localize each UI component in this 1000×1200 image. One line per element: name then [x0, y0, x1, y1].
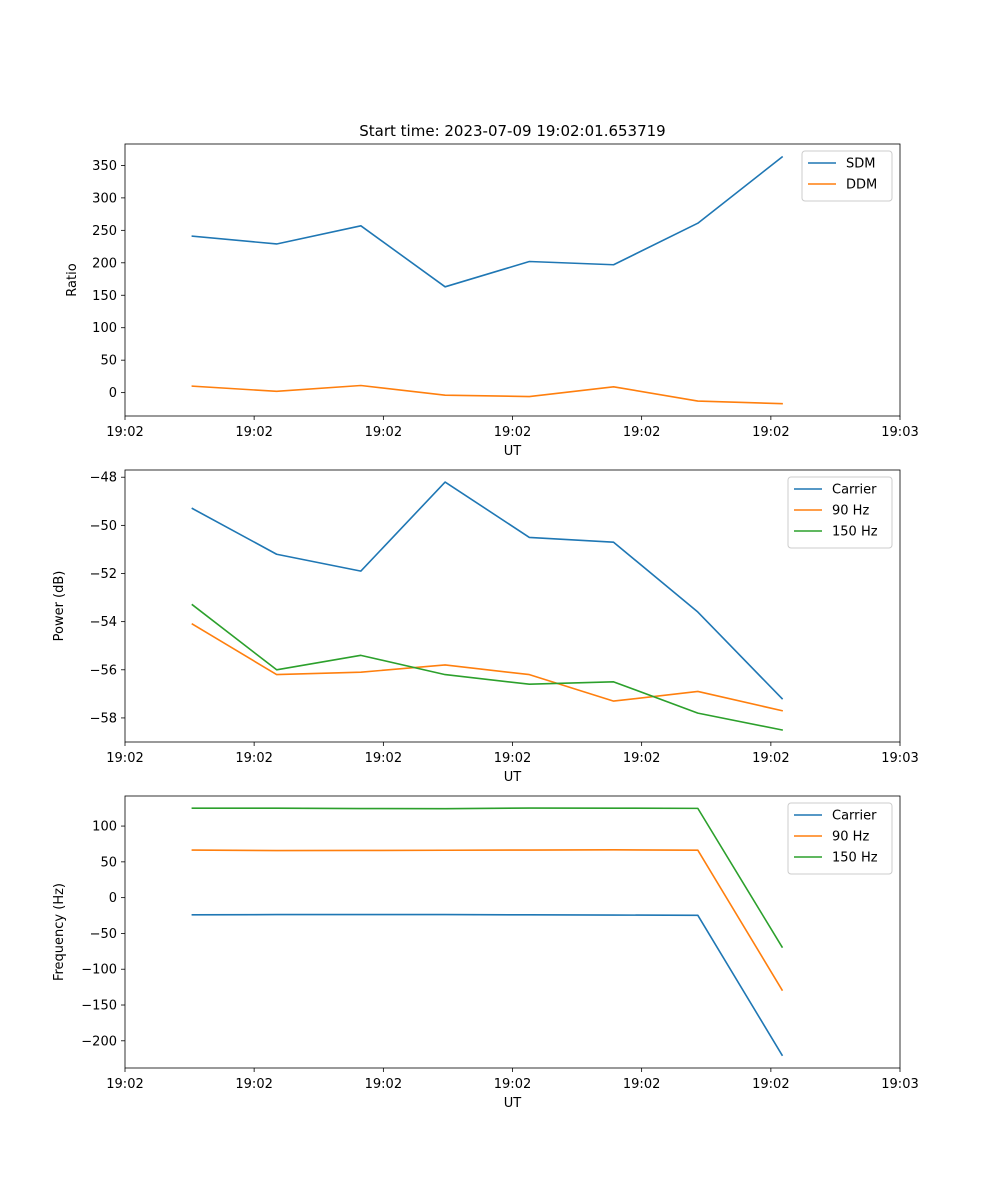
power-x-tick-label: 19:02 — [752, 751, 789, 766]
power-x-tick-label: 19:02 — [494, 751, 531, 766]
ratio-legend-label-sdm: SDM — [846, 157, 875, 172]
power-legend-label-90-hz: 90 Hz — [832, 504, 869, 519]
ratio-x-tick-label: 19:02 — [365, 425, 402, 440]
frequency-x-tick-label: 19:02 — [235, 1077, 272, 1092]
power-x-tick-label: 19:02 — [365, 751, 402, 766]
frequency-y-tick-label: −150 — [81, 999, 117, 1014]
frequency-x-tick-label: 19:02 — [623, 1077, 660, 1092]
power-x-tick-label: 19:02 — [623, 751, 660, 766]
ratio-y-tick-label: 100 — [92, 321, 117, 336]
frequency-x-tick-label: 19:02 — [752, 1077, 789, 1092]
power-series-90-hz-line — [191, 622, 784, 712]
power-y-tick-label: −48 — [90, 471, 117, 486]
ratio-x-tick-label: 19:02 — [106, 425, 143, 440]
frequency-legend-label-carrier: Carrier — [832, 809, 877, 824]
ratio-x-tick-label: 19:03 — [881, 425, 918, 440]
ratio-y-tick-label: 300 — [92, 191, 117, 206]
frequency-x-tick-label: 19:02 — [106, 1077, 143, 1092]
frequency-y-tick-label: 0 — [109, 891, 117, 906]
ratio-y-tick-label: 200 — [92, 256, 117, 271]
ratio-y-tick-label: 0 — [109, 386, 117, 401]
ratio-x-tick-label: 19:02 — [494, 425, 531, 440]
axes-container: 19:02 19:02 19:02 19:02 19:02 19:02 19:03 0 50 10… — [52, 143, 919, 1111]
power-series-carrier-line — [191, 481, 784, 700]
power-y-axis-label: Power (dB) — [52, 571, 67, 642]
chart-title: Start time: 2023-07-09 19:02:01.653719 — [359, 122, 665, 140]
ratio-y-tick-label: 50 — [100, 354, 117, 369]
ratio-legend-label-ddm: DDM — [846, 178, 877, 193]
frequency-x-tick-label: 19:02 — [365, 1077, 402, 1092]
frequency-legend-label-150-hz: 150 Hz — [832, 851, 878, 866]
ratio-x-tick-label: 19:02 — [623, 425, 660, 440]
power-legend-label-carrier: Carrier — [832, 483, 877, 498]
ratio-axes: 19:02 19:02 19:02 19:02 19:02 19:02 19:03 0 50 10… — [65, 143, 919, 459]
frequency-x-axis-label: UT — [504, 1096, 522, 1111]
frequency-series-150-hz-line — [191, 807, 784, 949]
frequency-y-tick-label: 50 — [100, 855, 117, 870]
power-y-tick-label: −56 — [90, 663, 117, 678]
frequency-legend-label-90-hz: 90 Hz — [832, 830, 869, 845]
ratio-y-tick-label: 150 — [92, 289, 117, 304]
frequency-y-tick-label: 100 — [92, 820, 117, 835]
ratio-series-sdm-line — [191, 155, 784, 288]
frequency-y-tick-label: −100 — [81, 963, 117, 978]
power-y-tick-label: −52 — [90, 567, 117, 582]
power-y-tick-label: −58 — [90, 711, 117, 726]
frequency-x-tick-label: 19:02 — [494, 1077, 531, 1092]
ratio-series-ddm-line — [191, 384, 783, 405]
power-legend: Carrier 90 Hz 150 Hz — [787, 476, 893, 549]
power-legend-label-150-hz: 150 Hz — [832, 525, 878, 540]
ratio-x-tick-label: 19:02 — [235, 425, 272, 440]
power-x-tick-label: 19:03 — [881, 751, 918, 766]
power-y-tick-label: −50 — [90, 519, 117, 534]
frequency-y-tick-label: −200 — [81, 1034, 117, 1049]
ratio-y-axis-label: Ratio — [65, 263, 80, 296]
power-series-150-hz-line — [191, 603, 784, 731]
power-y-tick-label: −54 — [90, 615, 117, 630]
frequency-x-tick-label: 19:03 — [881, 1077, 918, 1092]
ratio-x-tick-label: 19:02 — [752, 425, 789, 440]
frequency-series-90-hz-line — [191, 849, 784, 992]
power-x-tick-label: 19:02 — [106, 751, 143, 766]
power-x-tick-label: 19:02 — [235, 751, 272, 766]
power-axes: 19:02 19:02 19:02 19:02 19:02 19:02 19:03 −58 −5… — [52, 469, 919, 785]
ratio-y-tick-label: 350 — [92, 159, 117, 174]
ratio-x-axis-label: UT — [504, 444, 522, 459]
frequency-series-carrier-line — [191, 913, 784, 1057]
ratio-y-tick-label: 250 — [92, 224, 117, 239]
power-x-axis-label: UT — [504, 770, 522, 785]
frequency-axes: 19:02 19:02 19:02 19:02 19:02 19:02 19:03 −200 −… — [52, 795, 919, 1111]
frequency-y-axis-label: Frequency (Hz) — [52, 883, 67, 981]
ratio-legend: SDM DDM — [801, 150, 893, 202]
frequency-legend: Carrier 90 Hz 150 Hz — [787, 802, 893, 875]
frequency-y-tick-label: −50 — [90, 927, 117, 942]
